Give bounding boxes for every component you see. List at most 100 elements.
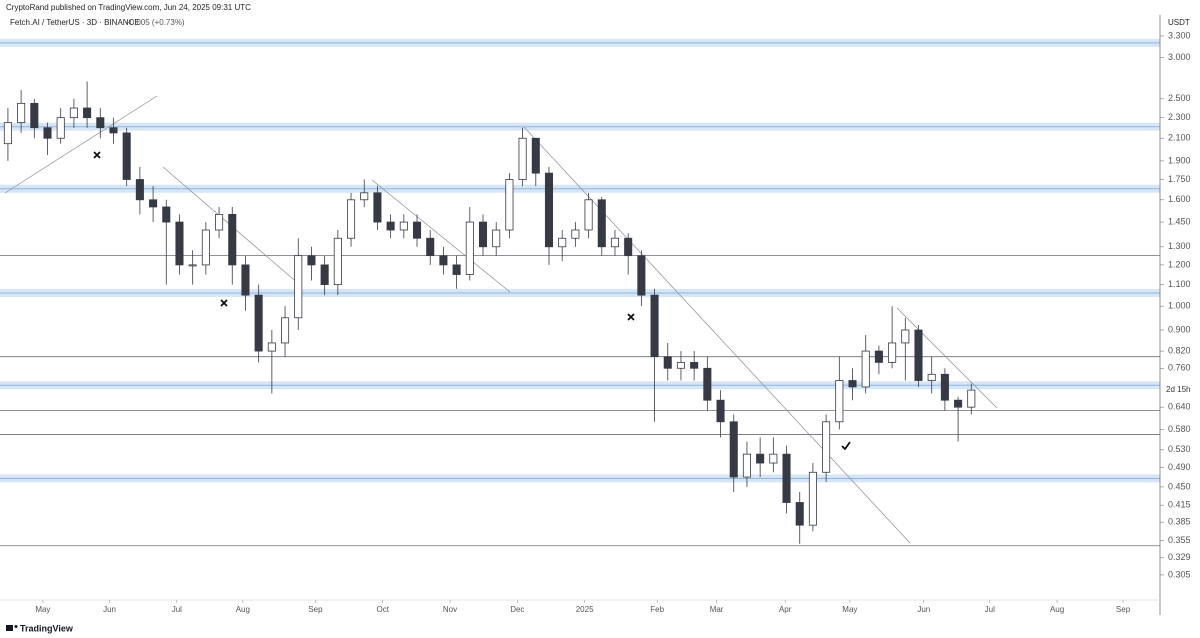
x-tick-label: Sep [308,605,323,614]
y-tick-label: 0.355 [1168,535,1191,545]
candle-body [320,264,329,285]
x-tick-label: Feb [650,605,664,614]
candle-body [967,389,976,408]
y-tick-label: 1.750 [1168,174,1191,184]
candle-body [96,117,105,129]
candle-body [241,264,250,296]
y-tick-label: 1.450 [1168,216,1191,226]
y-tick-label: 1.900 [1168,155,1191,165]
candle-body [769,453,778,464]
candle-body [901,329,910,344]
x-tick-label: 2025 [576,605,594,614]
y-tick-label: 0.490 [1168,462,1191,472]
candle-body [927,373,936,381]
candle-body [201,229,210,266]
logo-block [6,625,13,631]
trendline [371,179,511,293]
y-tick-label: 0.450 [1168,481,1191,491]
candle-body [650,294,659,358]
candle-body [175,221,184,266]
candle-body [492,229,501,248]
candle-body [756,453,765,464]
candle-body [333,237,342,285]
candle-body [43,127,52,139]
candle-body [69,107,78,119]
candle-body [703,367,712,401]
y-tick-label: 2.300 [1168,112,1191,122]
x-marker [93,151,101,159]
candle-body [17,102,26,124]
trendline [896,307,998,409]
candle-body [56,117,65,139]
y-tick-label: 2.100 [1168,133,1191,143]
candle-body [149,199,158,208]
zones [0,38,1160,483]
candle-body [861,350,870,388]
x-tick-label: Aug [236,605,250,614]
brand: TradingView [20,623,74,633]
countdown: 2d 15h [1166,385,1190,394]
levels [0,255,1160,547]
y-tick-label: 0.580 [1168,424,1191,434]
candle-body [360,192,369,201]
y-tick-label: 1.100 [1168,279,1191,289]
x-marker [627,313,635,321]
candle-body [254,294,263,352]
candle-body [347,199,356,239]
candle-body [162,206,171,223]
candle-body [135,179,144,201]
candle-body [294,255,303,319]
y-tick-label: 0.415 [1168,500,1191,510]
x-tick-label: Jul [985,605,995,614]
x-tick-label: Aug [1050,605,1064,614]
candle-body [571,229,580,239]
y-tick-label: 0.820 [1168,345,1191,355]
candle-body [478,221,488,248]
x-tick-label: May [35,605,50,614]
y-tick-label: 1.600 [1168,194,1191,204]
y-tick-label: 0.900 [1168,324,1191,334]
candle-body [531,137,540,174]
candle-body [267,342,276,352]
x-tick-label: Mar [710,605,724,614]
candle-body [439,255,448,266]
candle-body [663,356,672,369]
price-change: +0.005 (+0.73%) [125,18,185,27]
x-tick-label: Nov [443,605,457,614]
markers [93,151,851,451]
candle-body [729,421,738,478]
candle-body [30,102,39,129]
x-marker [220,299,228,307]
candle-body [188,264,197,267]
candle-body [954,399,963,408]
candle-body [795,502,804,526]
candle-body [399,221,408,231]
y-tick-label: 2.500 [1168,93,1191,103]
candle-body [914,329,923,381]
trendline [4,95,158,194]
y-tick-label: 0.760 [1168,363,1191,373]
candle-body [848,380,857,388]
x-tick-label: Sep [1116,605,1131,614]
symbol-title: Fetch.AI / TetherUS · 3D · BINANCE [10,18,140,27]
candle-body [544,172,554,248]
candle-body [386,221,395,231]
candle-body [782,453,791,503]
x-tick-label: Oct [376,605,389,614]
candle-body [597,199,606,248]
y-tick-label: 0.640 [1168,402,1191,412]
candle-body [109,127,118,134]
candle-body [465,221,474,275]
x-tick-label: Jun [103,605,116,614]
candle-body [122,132,131,180]
candle-body [518,137,527,180]
candle-body [874,350,883,363]
candle-body [3,122,12,145]
candle-body [228,213,237,266]
candles [3,81,976,544]
candle-body [83,107,92,119]
y-tick-label: 3.300 [1168,30,1191,40]
publisher: CryptoRand published on TradingView.com,… [6,3,251,12]
y-tick-label: 1.200 [1168,259,1191,269]
candle-body [452,264,461,275]
